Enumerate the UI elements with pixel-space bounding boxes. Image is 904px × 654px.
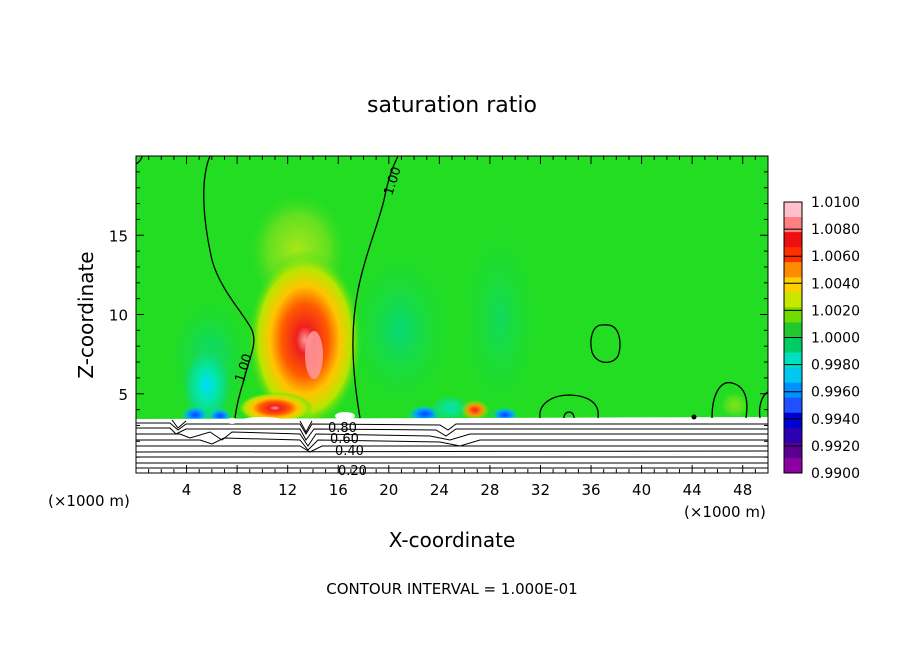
- dot-marker: [691, 414, 697, 420]
- contour-label-060: 0.60: [330, 432, 359, 447]
- blue-patch-1: [181, 406, 209, 419]
- colorbar-label: 1.0080: [811, 222, 860, 238]
- colorbar-swatch: [784, 397, 802, 414]
- colorbar-swatch: [784, 217, 802, 233]
- y-tick-label: 10: [109, 307, 128, 325]
- white-spot-2: [242, 417, 282, 423]
- dry-column-right: [340, 240, 460, 419]
- contour-label-040: 0.40: [335, 444, 364, 459]
- orange-patch-28: [461, 400, 489, 419]
- field-anomalies: [165, 190, 751, 419]
- blue-patch-2: [208, 408, 232, 419]
- x-axis-label: X-coordinate: [389, 528, 516, 552]
- x-tick-label: 16: [329, 481, 348, 499]
- colorbar-label: 0.9940: [811, 412, 860, 428]
- contour-bump-48: [758, 391, 768, 419]
- colorbar-swatch: [784, 202, 802, 218]
- terrain-mask: [136, 417, 768, 473]
- x-tick-label: 48: [733, 481, 752, 499]
- colorbar-label: 1.0040: [811, 276, 860, 292]
- light-patch-far-right: [719, 391, 751, 419]
- white-spot-1: [226, 418, 238, 424]
- colorbar-swatch: [784, 307, 802, 323]
- colorbar: 1.0100 1.0080 1.0060 1.0040 1.0020 1.0000 0.99…: [783, 195, 860, 482]
- colorbar-label: 1.0000: [811, 331, 860, 347]
- contour-bump-32: [539, 394, 599, 419]
- colorbar-label: 0.9980: [811, 358, 860, 374]
- colorbar-swatch: [784, 322, 802, 338]
- colorbar-swatch: [784, 352, 802, 369]
- contour-interval-note: CONTOUR INTERVAL = 1.000E-01: [326, 580, 577, 598]
- dry-column-far-right: [455, 210, 545, 419]
- colorbar-swatch: [784, 412, 802, 429]
- colorbar-label: 0.9920: [811, 439, 860, 455]
- colorbar-swatch: [784, 262, 802, 278]
- x-tick-label: 32: [531, 481, 550, 499]
- terrain-contours: [136, 419, 768, 469]
- white-spot-3: [335, 412, 355, 420]
- plot-area: [136, 156, 768, 473]
- y-tick-label: 5: [118, 386, 128, 404]
- colorbar-swatch: [784, 382, 802, 399]
- cyan-region-left: [181, 343, 233, 419]
- y-tick-label: 15: [109, 227, 128, 245]
- contour-1-left: [203, 156, 255, 419]
- chart-title: saturation ratio: [367, 93, 537, 118]
- x-tick-label: 36: [581, 481, 600, 499]
- field-contours: [136, 156, 768, 419]
- contour-bump-44: [711, 382, 748, 419]
- x-axis: 4 8 12 16 20 24 28 32 36 40 44 48: [148, 156, 756, 499]
- colorbar-swatch: [784, 442, 802, 459]
- colorbar-label: 1.0020: [811, 303, 860, 319]
- y-axis-label: Z-coordinate: [74, 251, 98, 378]
- x-tick-label: 24: [430, 481, 449, 499]
- x-unit-left: (×1000 m): [48, 492, 130, 510]
- colorbar-swatch: [784, 277, 802, 293]
- contour-bump-34: [563, 411, 575, 419]
- colorbar-label: 1.0100: [811, 195, 860, 211]
- x-tick-label: 8: [232, 481, 242, 499]
- moist-plume: [247, 250, 363, 419]
- colorbar-swatch: [784, 457, 802, 474]
- x-tick-label: 4: [182, 481, 192, 499]
- contour-label-020: 0.20: [338, 464, 367, 479]
- colorbar-swatch: [784, 232, 802, 248]
- contour-label-080: 0.80: [328, 421, 357, 436]
- colorbar-swatch: [784, 292, 802, 308]
- blue-patch-4: [491, 407, 519, 419]
- y-axis: 5 10 15: [109, 171, 768, 458]
- x-tick-label: 40: [632, 481, 651, 499]
- x-unit-right: (×1000 m): [684, 503, 766, 521]
- x-tick-label: 28: [480, 481, 499, 499]
- cyan-patch-5: [430, 394, 470, 419]
- x-tick-label: 12: [278, 481, 297, 499]
- colorbar-label: 0.9960: [811, 385, 860, 401]
- contour-edge-top: [136, 156, 143, 165]
- contour-1-right: [352, 156, 399, 419]
- contour-ring-36: [590, 324, 621, 363]
- colorbar-swatch: [784, 427, 802, 444]
- colorbar-swatch: [784, 337, 802, 354]
- x-tick-label: 20: [379, 481, 398, 499]
- colorbar-label: 1.0060: [811, 249, 860, 265]
- supersat-core: [305, 331, 323, 379]
- colorbar-swatch: [784, 367, 802, 384]
- contour-labels: 1.00 1.00 0.80 0.60 0.40 0.20: [233, 165, 405, 479]
- colorbar-label: 0.9900: [811, 466, 860, 482]
- moist-plume-base: [237, 392, 313, 419]
- x-tick-label: 44: [683, 481, 702, 499]
- colorbar-swatch: [784, 247, 802, 263]
